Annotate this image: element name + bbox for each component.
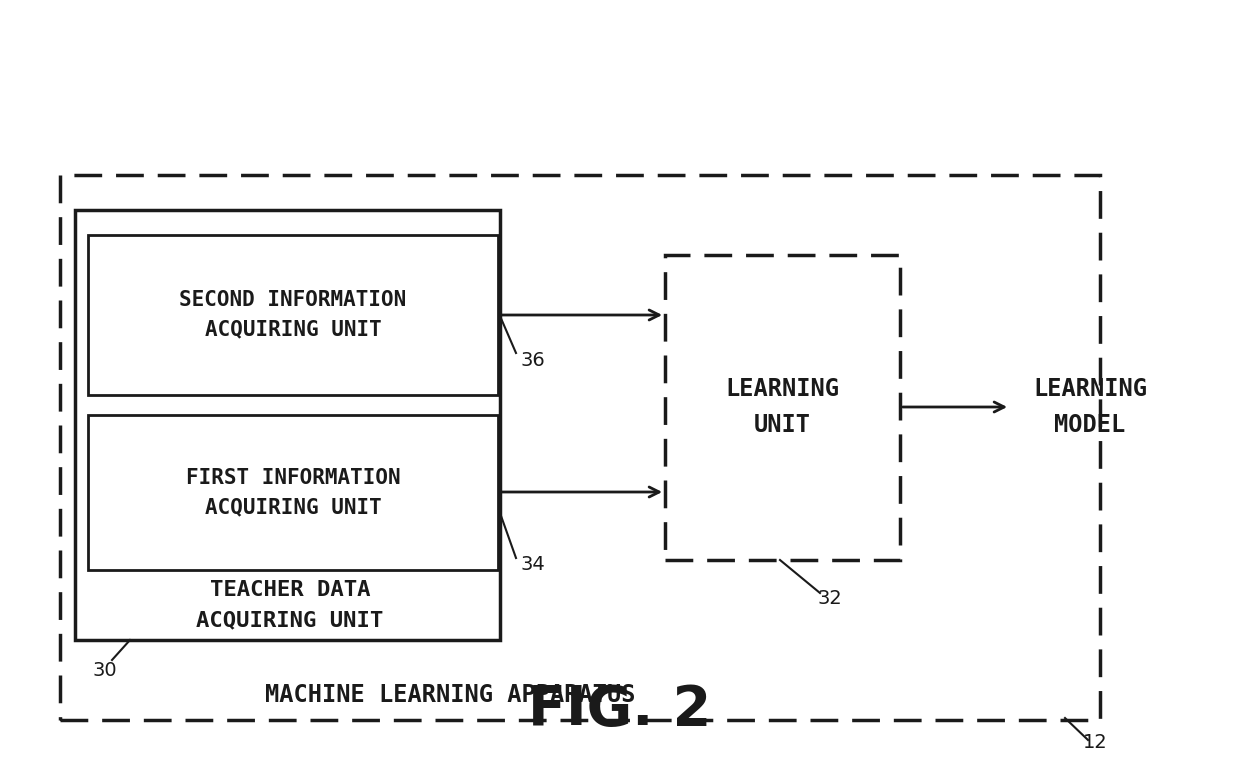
Text: LEARNING
MODEL: LEARNING MODEL — [1033, 377, 1147, 437]
Text: FIG. 2: FIG. 2 — [528, 683, 712, 737]
Text: 32: 32 — [817, 588, 842, 608]
Text: LEARNING
UNIT: LEARNING UNIT — [725, 377, 839, 437]
Text: SECOND INFORMATION
ACQUIRING UNIT: SECOND INFORMATION ACQUIRING UNIT — [180, 290, 407, 340]
Text: FIRST INFORMATION
ACQUIRING UNIT: FIRST INFORMATION ACQUIRING UNIT — [186, 468, 401, 517]
Bar — [88, 415, 498, 570]
Text: ACQUIRING UNIT: ACQUIRING UNIT — [196, 610, 383, 630]
Text: 34: 34 — [520, 555, 544, 574]
Text: 12: 12 — [1083, 734, 1107, 752]
Text: 30: 30 — [93, 661, 118, 679]
Bar — [88, 235, 498, 395]
Text: 36: 36 — [520, 350, 544, 370]
Text: MACHINE LEARNING APPARATUS: MACHINE LEARNING APPARATUS — [265, 683, 635, 707]
Text: TEACHER DATA: TEACHER DATA — [210, 580, 371, 600]
Bar — [665, 255, 900, 560]
Bar — [74, 210, 500, 640]
Bar — [60, 175, 1100, 720]
